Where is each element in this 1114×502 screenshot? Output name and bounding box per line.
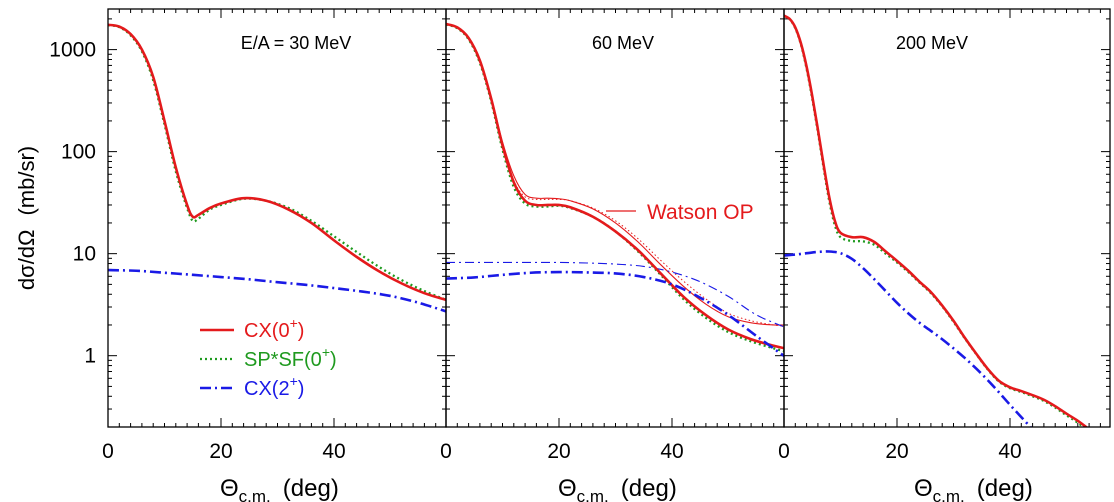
panels-layer: E/A = 30 MeV 0 20 40 Θc.m. (deg) 60 MeV 0 20 40 Θc…: [102, 8, 1111, 502]
series-line-spsf: [784, 15, 1086, 427]
legend-entry-cx2: CX(2+): [200, 373, 304, 400]
x-axis-label: Θc.m. (deg): [914, 475, 1033, 502]
series-line-cx2_watson: [446, 261, 784, 328]
y-tick-label: 1: [84, 345, 96, 368]
panel-title: 200 MeV: [896, 33, 968, 53]
series-line-cx0: [446, 22, 784, 350]
x-tick-label: 20: [209, 440, 232, 463]
x-tick-label: 0: [102, 440, 114, 463]
x-tick-label: 20: [885, 440, 908, 463]
annotation-label: Watson OP: [647, 201, 754, 224]
panel-series: [108, 23, 446, 313]
legend: CX(0+)SP*SF(0+)CX(2+): [200, 315, 337, 400]
panel-2: 60 MeV 0 20 40 Θc.m. (deg): [440, 8, 785, 502]
series-line-spsf_watson: [446, 24, 784, 327]
legend-entry-spsf: SP*SF(0+): [200, 344, 337, 371]
panel-1: E/A = 30 MeV 0 20 40 Θc.m. (deg): [102, 8, 447, 502]
x-tick-label: 40: [998, 440, 1021, 463]
series-line-cx0: [784, 14, 1089, 427]
legend-label: CX(2+): [244, 373, 304, 400]
panel-frame: [783, 8, 1111, 428]
x-axis-label: Θc.m. (deg): [558, 475, 677, 502]
series-line-cx0_watson: [446, 23, 784, 326]
series-line-cx0: [108, 23, 446, 302]
series-line-cx2: [108, 268, 446, 313]
legend-label: SP*SF(0+): [244, 344, 337, 371]
panel-3: 200 MeV 0 20 40 Θc.m. (deg): [778, 8, 1111, 502]
y-tick-label: 100: [61, 141, 96, 164]
x-tick-label: 20: [547, 440, 570, 463]
x-tick-label: 0: [778, 440, 790, 463]
series-line-spsf: [446, 23, 784, 353]
legend-label: CX(0+): [244, 315, 304, 342]
x-axis-label: Θc.m. (deg): [220, 475, 339, 502]
x-tick-label: 40: [322, 440, 345, 463]
x-tick-label: 40: [660, 440, 683, 463]
series-line-spsf: [108, 23, 446, 302]
axis-labels: 1 10 100 1000 dσ/dΩ(mb/sr) Watson OP: [14, 39, 754, 368]
watson-op-annotation: Watson OP: [606, 201, 754, 224]
series-line-cx2: [784, 250, 1033, 427]
panel-series: [446, 22, 784, 358]
panel-series: [784, 14, 1089, 427]
y-tick-label: 10: [73, 243, 96, 266]
series-line-cx2: [446, 270, 784, 358]
legend-entry-cx0: CX(0+): [200, 315, 304, 342]
x-tick-label: 0: [440, 440, 452, 463]
y-tick-label: 1000: [49, 39, 96, 62]
panel-title: 60 MeV: [592, 33, 654, 53]
y-axis-label: dσ/dΩ(mb/sr): [14, 146, 39, 290]
panel-title: E/A = 30 MeV: [241, 33, 352, 53]
